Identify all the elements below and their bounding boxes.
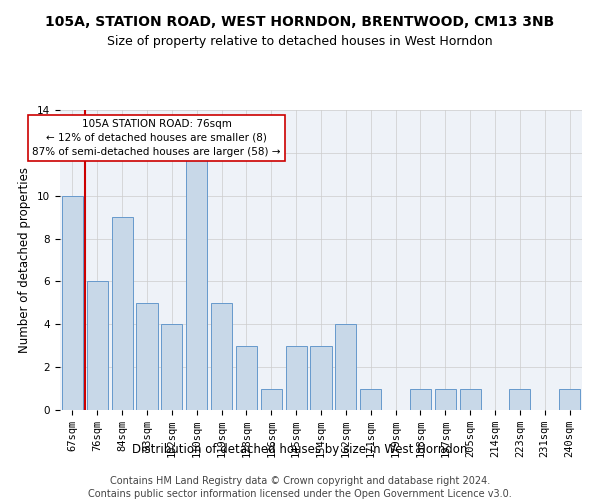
Bar <box>87 282 108 410</box>
Bar <box>435 388 456 410</box>
Bar <box>310 346 332 410</box>
Bar <box>335 324 356 410</box>
Bar <box>186 153 207 410</box>
Bar <box>136 303 158 410</box>
Bar <box>261 388 282 410</box>
Bar <box>161 324 182 410</box>
Bar <box>509 388 530 410</box>
Bar <box>112 217 133 410</box>
Bar <box>62 196 83 410</box>
Text: Contains HM Land Registry data © Crown copyright and database right 2024.: Contains HM Land Registry data © Crown c… <box>110 476 490 486</box>
Bar <box>410 388 431 410</box>
Text: 105A STATION ROAD: 76sqm
← 12% of detached houses are smaller (8)
87% of semi-de: 105A STATION ROAD: 76sqm ← 12% of detach… <box>32 119 281 157</box>
Bar <box>286 346 307 410</box>
Bar <box>460 388 481 410</box>
Text: Distribution of detached houses by size in West Horndon: Distribution of detached houses by size … <box>133 442 467 456</box>
Bar <box>559 388 580 410</box>
Text: 105A, STATION ROAD, WEST HORNDON, BRENTWOOD, CM13 3NB: 105A, STATION ROAD, WEST HORNDON, BRENTW… <box>46 15 554 29</box>
Bar <box>236 346 257 410</box>
Text: Contains public sector information licensed under the Open Government Licence v3: Contains public sector information licen… <box>88 489 512 499</box>
Y-axis label: Number of detached properties: Number of detached properties <box>19 167 31 353</box>
Bar <box>360 388 381 410</box>
Text: Size of property relative to detached houses in West Horndon: Size of property relative to detached ho… <box>107 35 493 48</box>
Bar <box>211 303 232 410</box>
